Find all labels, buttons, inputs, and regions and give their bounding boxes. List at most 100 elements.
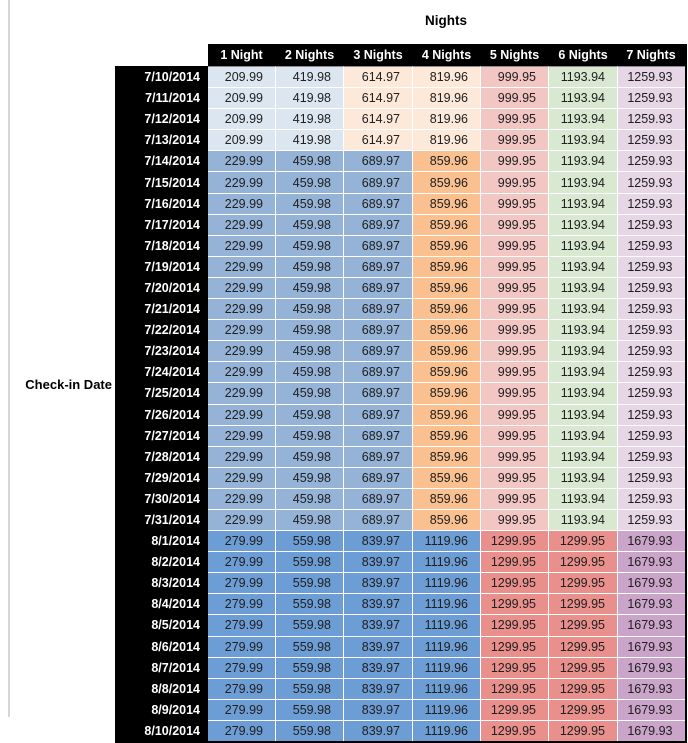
price-cell[interactable]: 459.98 bbox=[275, 487, 344, 510]
price-cell[interactable]: 1259.93 bbox=[617, 276, 686, 300]
price-cell[interactable]: 689.97 bbox=[343, 319, 413, 342]
price-cell[interactable]: 419.98 bbox=[275, 108, 344, 131]
price-cell[interactable]: 279.99 bbox=[207, 677, 276, 700]
price-cell[interactable]: 689.97 bbox=[343, 255, 413, 278]
price-cell[interactable]: 689.97 bbox=[343, 508, 413, 532]
price-cell[interactable]: 229.99 bbox=[207, 171, 276, 194]
price-cell[interactable]: 1679.93 bbox=[617, 593, 686, 616]
price-cell[interactable]: 1193.94 bbox=[548, 508, 618, 532]
price-cell[interactable]: 1259.93 bbox=[617, 171, 686, 194]
date-cell[interactable]: 7/10/2014 bbox=[115, 65, 208, 89]
price-cell[interactable]: 279.99 bbox=[207, 551, 276, 574]
price-cell[interactable]: 859.96 bbox=[412, 361, 481, 384]
price-cell[interactable]: 559.98 bbox=[275, 719, 344, 743]
price-cell[interactable]: 229.99 bbox=[207, 276, 276, 300]
price-cell[interactable]: 859.96 bbox=[412, 487, 481, 510]
price-cell[interactable]: 1299.95 bbox=[480, 551, 549, 574]
price-cell[interactable]: 1299.95 bbox=[480, 635, 549, 658]
price-cell[interactable]: 999.95 bbox=[480, 445, 549, 468]
price-cell[interactable]: 1299.95 bbox=[548, 656, 618, 679]
price-cell[interactable]: 229.99 bbox=[207, 508, 276, 532]
price-cell[interactable]: 1119.96 bbox=[412, 719, 481, 743]
price-cell[interactable]: 559.98 bbox=[275, 551, 344, 574]
price-cell[interactable]: 819.96 bbox=[412, 87, 481, 110]
price-cell[interactable]: 459.98 bbox=[275, 213, 344, 236]
date-cell[interactable]: 7/12/2014 bbox=[115, 108, 208, 131]
price-cell[interactable]: 1193.94 bbox=[548, 298, 618, 321]
col-header-5-nights[interactable]: 5 Nights bbox=[480, 44, 549, 67]
price-cell[interactable]: 1259.93 bbox=[617, 487, 686, 510]
price-cell[interactable]: 999.95 bbox=[480, 508, 549, 532]
price-cell[interactable]: 859.96 bbox=[412, 255, 481, 278]
price-cell[interactable]: 689.97 bbox=[343, 424, 413, 447]
price-cell[interactable]: 1299.95 bbox=[548, 635, 618, 658]
price-cell[interactable]: 1679.93 bbox=[617, 635, 686, 658]
price-cell[interactable]: 229.99 bbox=[207, 255, 276, 278]
price-cell[interactable]: 229.99 bbox=[207, 319, 276, 342]
price-cell[interactable]: 559.98 bbox=[275, 572, 344, 595]
price-cell[interactable]: 1259.93 bbox=[617, 65, 686, 89]
date-cell[interactable]: 7/24/2014 bbox=[115, 361, 208, 384]
price-cell[interactable]: 999.95 bbox=[480, 466, 549, 489]
price-cell[interactable]: 1259.93 bbox=[617, 445, 686, 468]
price-cell[interactable]: 279.99 bbox=[207, 635, 276, 658]
price-cell[interactable]: 1299.95 bbox=[480, 698, 549, 721]
price-cell[interactable]: 839.97 bbox=[343, 677, 413, 700]
price-cell[interactable]: 839.97 bbox=[343, 614, 413, 637]
price-cell[interactable]: 689.97 bbox=[343, 445, 413, 468]
price-cell[interactable]: 559.98 bbox=[275, 593, 344, 616]
date-cell[interactable]: 7/25/2014 bbox=[115, 382, 208, 405]
price-cell[interactable]: 999.95 bbox=[480, 213, 549, 236]
price-cell[interactable]: 229.99 bbox=[207, 361, 276, 384]
price-cell[interactable]: 859.96 bbox=[412, 298, 481, 321]
price-cell[interactable]: 1299.95 bbox=[480, 530, 549, 553]
date-cell[interactable]: 8/10/2014 bbox=[115, 719, 208, 743]
price-cell[interactable]: 1119.96 bbox=[412, 551, 481, 574]
price-cell[interactable]: 999.95 bbox=[480, 234, 549, 257]
price-cell[interactable]: 999.95 bbox=[480, 487, 549, 510]
price-cell[interactable]: 999.95 bbox=[480, 382, 549, 405]
price-cell[interactable]: 459.98 bbox=[275, 255, 344, 278]
price-cell[interactable]: 229.99 bbox=[207, 298, 276, 321]
price-cell[interactable]: 819.96 bbox=[412, 108, 481, 131]
price-cell[interactable]: 1299.95 bbox=[480, 572, 549, 595]
price-cell[interactable]: 1259.93 bbox=[617, 192, 686, 215]
price-cell[interactable]: 229.99 bbox=[207, 382, 276, 405]
price-cell[interactable]: 459.98 bbox=[275, 445, 344, 468]
date-cell[interactable]: 8/8/2014 bbox=[115, 677, 208, 700]
price-cell[interactable]: 1299.95 bbox=[548, 677, 618, 700]
price-cell[interactable]: 1193.94 bbox=[548, 361, 618, 384]
price-cell[interactable]: 1679.93 bbox=[617, 551, 686, 574]
price-cell[interactable]: 999.95 bbox=[480, 129, 549, 152]
price-cell[interactable]: 689.97 bbox=[343, 382, 413, 405]
price-cell[interactable]: 419.98 bbox=[275, 87, 344, 110]
price-cell[interactable]: 999.95 bbox=[480, 319, 549, 342]
price-cell[interactable]: 859.96 bbox=[412, 276, 481, 300]
price-cell[interactable]: 1259.93 bbox=[617, 403, 686, 426]
price-cell[interactable]: 229.99 bbox=[207, 424, 276, 447]
price-cell[interactable]: 1119.96 bbox=[412, 614, 481, 637]
price-cell[interactable]: 279.99 bbox=[207, 698, 276, 721]
price-cell[interactable]: 459.98 bbox=[275, 171, 344, 194]
col-header-1-night[interactable]: 1 Night bbox=[207, 44, 276, 67]
date-cell[interactable]: 8/2/2014 bbox=[115, 551, 208, 574]
price-cell[interactable]: 859.96 bbox=[412, 466, 481, 489]
price-cell[interactable]: 839.97 bbox=[343, 593, 413, 616]
date-cell[interactable]: 7/16/2014 bbox=[115, 192, 208, 215]
date-cell[interactable]: 8/7/2014 bbox=[115, 656, 208, 679]
price-cell[interactable]: 859.96 bbox=[412, 340, 481, 363]
price-cell[interactable]: 459.98 bbox=[275, 319, 344, 342]
price-cell[interactable]: 459.98 bbox=[275, 276, 344, 300]
price-cell[interactable]: 689.97 bbox=[343, 192, 413, 215]
price-cell[interactable]: 999.95 bbox=[480, 403, 549, 426]
price-cell[interactable]: 229.99 bbox=[207, 234, 276, 257]
price-cell[interactable]: 1119.96 bbox=[412, 635, 481, 658]
price-cell[interactable]: 459.98 bbox=[275, 508, 344, 532]
price-cell[interactable]: 1679.93 bbox=[617, 572, 686, 595]
date-cell[interactable]: 7/28/2014 bbox=[115, 445, 208, 468]
date-cell[interactable]: 7/31/2014 bbox=[115, 508, 208, 532]
price-cell[interactable]: 859.96 bbox=[412, 319, 481, 342]
price-cell[interactable]: 859.96 bbox=[412, 403, 481, 426]
price-cell[interactable]: 839.97 bbox=[343, 698, 413, 721]
price-cell[interactable]: 1299.95 bbox=[548, 698, 618, 721]
